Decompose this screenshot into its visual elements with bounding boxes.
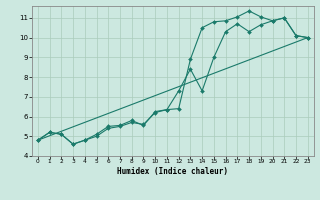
X-axis label: Humidex (Indice chaleur): Humidex (Indice chaleur) [117,167,228,176]
